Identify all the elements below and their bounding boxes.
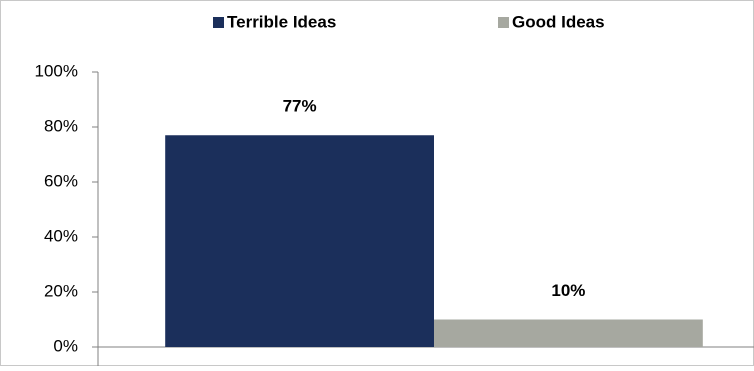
y-tick-label: 40% <box>44 226 78 245</box>
y-tick-label: 20% <box>44 281 78 300</box>
y-tick-label: 100% <box>35 61 78 80</box>
legend-label: Terrible Ideas <box>227 12 336 31</box>
legend-label: Good Ideas <box>512 12 605 31</box>
bar <box>165 135 434 347</box>
y-tick-label: 0% <box>53 336 78 355</box>
y-tick-label: 60% <box>44 171 78 190</box>
legend-swatch <box>498 17 509 28</box>
bar <box>434 319 703 347</box>
value-label: 10% <box>551 281 585 300</box>
value-label: 77% <box>283 97 317 116</box>
y-tick-label: 80% <box>44 116 78 135</box>
legend-swatch <box>213 17 224 28</box>
